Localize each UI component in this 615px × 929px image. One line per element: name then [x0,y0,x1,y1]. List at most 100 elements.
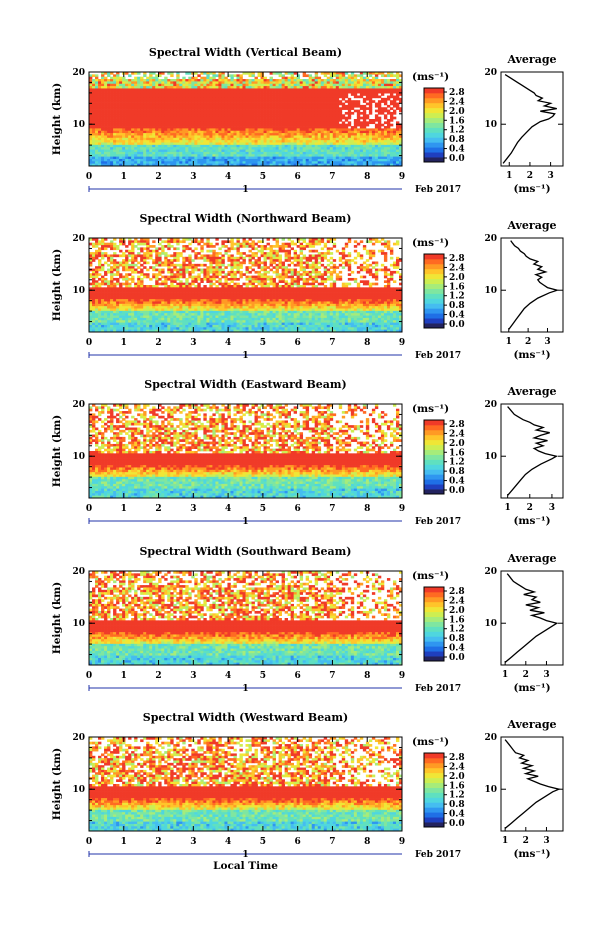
heatmap-cell [302,97,307,101]
heatmap-cell [347,135,352,139]
heatmap-cell [110,95,114,99]
heatmap-cell [119,104,123,108]
heatmap-cell [251,247,255,251]
heatmap-cell [125,158,129,162]
heatmap-cell [293,268,298,272]
heatmap-cell [263,116,267,120]
heatmap-cell [368,81,373,85]
heatmap-cell [98,142,102,146]
heatmap-cell [263,86,267,89]
heatmap-cell [125,79,129,82]
heatmap-cell [263,151,267,155]
heatmap-cell [179,158,183,162]
heatmap-cell [209,249,213,253]
heatmap-cell [215,270,219,274]
heatmap-cell [173,240,177,244]
heatmap-cell [242,142,246,146]
heatmap-cell [281,95,285,99]
heatmap-cell [116,151,120,155]
heatmap-cell [131,79,135,82]
heatmap-cell [314,163,319,167]
heatmap-cell [302,72,307,75]
heatmap-cell [287,126,291,129]
heatmap-cell [308,163,313,167]
heatmap-cell [356,144,361,148]
heatmap-cell [125,256,129,260]
heatmap-cell [236,149,240,153]
heatmap-cell [164,83,168,87]
heatmap-cell [344,137,349,141]
heatmap-cell [170,151,174,155]
heatmap-cell [218,123,222,127]
heatmap-cell [215,95,219,99]
heatmap-cell [245,119,249,122]
heatmap-cell [398,123,403,127]
heatmap-cell [392,95,397,99]
heatmap-cell [236,137,240,141]
heatmap-cell [281,154,285,157]
heatmap-cell [368,86,373,89]
heatmap-cell [257,263,261,267]
heatmap-cell [308,102,313,106]
heatmap-cell [347,154,352,157]
heatmap-cell [101,107,105,110]
heatmap-cell [251,111,255,115]
heatmap-cell [299,238,304,241]
heatmap-cell [101,121,105,125]
heatmap-cell [140,270,144,274]
heatmap-cell [239,97,243,101]
heatmap-cell [362,107,367,110]
heatmap-cell [302,79,307,82]
heatmap-cell [182,158,186,162]
heatmap-cell [383,90,388,94]
heatmap-cell [107,151,111,155]
heatmap-cell [341,95,346,99]
heatmap-cell [110,97,114,101]
heatmap-cell [296,147,301,150]
heatmap-cell [341,126,346,129]
heatmap-cell [116,261,120,265]
heatmap-cell [209,123,213,127]
heatmap-cell [191,81,195,85]
heatmap-cell [158,90,162,94]
heatmap-cell [281,135,285,139]
heatmap-cell [311,238,316,241]
y-axis-label: Height (km) [51,83,63,155]
heatmap-cell [320,95,325,99]
heatmap-cell [164,102,168,106]
heatmap-cell [329,240,334,244]
heatmap-cell [227,116,231,120]
heatmap-cell [311,245,316,248]
heatmap-cell [224,119,228,122]
heatmap-cell [323,256,328,260]
heatmap-cell [113,130,117,134]
heatmap-cell [98,158,102,162]
heatmap-cell [359,128,364,132]
heatmap-cell [179,142,183,146]
heatmap-cell [110,104,114,108]
heatmap-cell [374,128,379,132]
heatmap-cell [305,142,310,146]
heatmap-cell [314,268,319,272]
heatmap-cell [275,79,279,82]
heatmap-cell [125,163,129,167]
heatmap-cell [392,154,397,157]
heatmap-cell [95,76,99,80]
heatmap-cell [194,238,198,241]
heatmap-cell [137,144,141,148]
heatmap-cell [230,97,234,101]
heatmap-cell [263,144,267,148]
heatmap-cell [113,140,117,143]
heatmap-cell [128,137,132,141]
heatmap-cell [137,140,141,143]
heatmap-cell [299,86,304,89]
heatmap-cell [230,79,234,82]
heatmap-cell [230,247,234,251]
heatmap-cell [302,254,307,258]
heatmap-cell [122,149,126,153]
heatmap-cell [260,163,264,167]
heatmap-cell [149,163,153,167]
heatmap-cell [308,263,313,267]
heatmap-cell [386,79,391,82]
heatmap-cell [125,109,129,113]
